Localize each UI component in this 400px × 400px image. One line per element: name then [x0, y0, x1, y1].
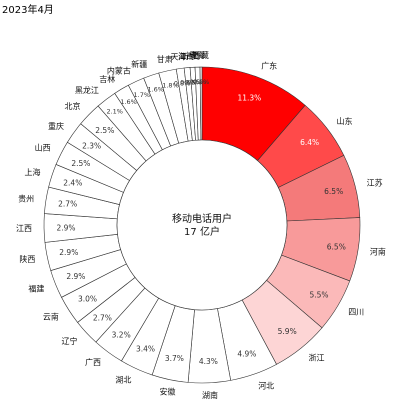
value-label-湖南: 4.3% — [199, 357, 218, 366]
category-label-河南: 河南 — [370, 247, 386, 257]
category-label-西藏: 西藏 — [193, 50, 209, 60]
category-label-江西: 江西 — [16, 224, 32, 233]
category-label-内蒙古: 内蒙古 — [107, 66, 131, 76]
value-label-四川: 5.5% — [309, 290, 328, 299]
category-label-天津: 天津 — [171, 52, 187, 62]
category-label-广东: 广东 — [261, 61, 277, 71]
value-label-新疆: 1.6% — [147, 86, 164, 94]
value-label-山西: 2.5% — [71, 159, 90, 168]
category-label-山东: 山东 — [337, 116, 353, 126]
value-label-重庆: 2.3% — [82, 142, 101, 151]
value-label-江苏: 6.5% — [324, 187, 343, 196]
category-label-湖南: 湖南 — [202, 390, 218, 400]
center-label-line-1: 17 亿户 — [184, 225, 220, 238]
value-label-浙江: 5.9% — [278, 327, 297, 336]
value-label-辽宁: 2.7% — [93, 314, 112, 323]
category-label-海南: 海南 — [178, 51, 194, 61]
category-label-黑龙江: 黑龙江 — [75, 85, 99, 95]
category-label-福建: 福建 — [28, 284, 44, 294]
category-label-新疆: 新疆 — [131, 59, 147, 69]
value-label-宁夏: 0.5% — [185, 78, 202, 86]
value-label-北京: 2.5% — [95, 126, 114, 135]
value-label-广西: 3.2% — [112, 330, 131, 339]
value-label-海南: 0.6% — [180, 79, 197, 87]
value-label-黑龙江: 2.1% — [106, 108, 123, 116]
category-label-广西: 广西 — [85, 357, 101, 367]
value-label-吉林: 1.6% — [120, 98, 137, 106]
value-label-天津: 0.8% — [174, 79, 191, 87]
value-label-山东: 6.4% — [300, 138, 319, 147]
value-label-内蒙古: 1.7% — [134, 91, 151, 99]
value-label-江西: 2.9% — [56, 224, 75, 233]
value-label-湖北: 3.4% — [136, 345, 155, 354]
category-label-北京: 北京 — [65, 101, 81, 111]
slices-group — [43, 66, 361, 384]
value-label-甘肃: 1.8% — [162, 82, 179, 90]
value-label-陕西: 2.9% — [59, 248, 78, 257]
category-label-贵州: 贵州 — [18, 193, 34, 203]
value-label-云南: 3.0% — [78, 294, 97, 303]
value-label-安徽: 3.7% — [165, 354, 184, 363]
category-label-江苏: 江苏 — [367, 178, 383, 188]
category-label-湖北: 湖北 — [115, 376, 131, 385]
value-labels-group: 11.3% 6.4% 6.5% 6.5% 5.5% 5.9% 4.9% 4.3% 3.7% 3.4… — [56, 78, 345, 366]
value-label-河南: 6.5% — [327, 242, 346, 251]
date-label: 2023年4月 — [2, 5, 54, 16]
category-label-云南: 云南 — [43, 312, 59, 322]
category-label-山西: 山西 — [35, 143, 51, 153]
category-label-河北: 河北 — [258, 380, 274, 390]
category-label-重庆: 重庆 — [48, 121, 64, 131]
category-label-青海: 青海 — [189, 50, 205, 60]
value-label-青海: 0.5% — [190, 78, 207, 86]
category-label-浙江: 浙江 — [309, 353, 325, 363]
category-label-安徽: 安徽 — [160, 387, 176, 397]
category-label-吉林: 吉林 — [99, 74, 115, 84]
donut-hole — [116, 139, 288, 311]
value-label-西藏: 0.2% — [193, 78, 210, 86]
category-label-四川: 四川 — [348, 308, 364, 317]
value-label-福建: 2.9% — [66, 272, 85, 281]
value-label-广东: 11.3% — [237, 94, 261, 103]
value-label-上海: 2.4% — [63, 179, 82, 188]
category-label-宁夏: 宁夏 — [184, 50, 200, 60]
value-label-河北: 4.9% — [237, 349, 256, 358]
center-label-line-0: 移动电话用户 — [172, 212, 232, 225]
category-label-上海: 上海 — [25, 167, 41, 177]
category-label-辽宁: 辽宁 — [62, 336, 78, 346]
category-label-甘肃: 甘肃 — [157, 54, 173, 64]
value-label-贵州: 2.7% — [58, 200, 77, 209]
category-label-陕西: 陕西 — [19, 254, 35, 264]
